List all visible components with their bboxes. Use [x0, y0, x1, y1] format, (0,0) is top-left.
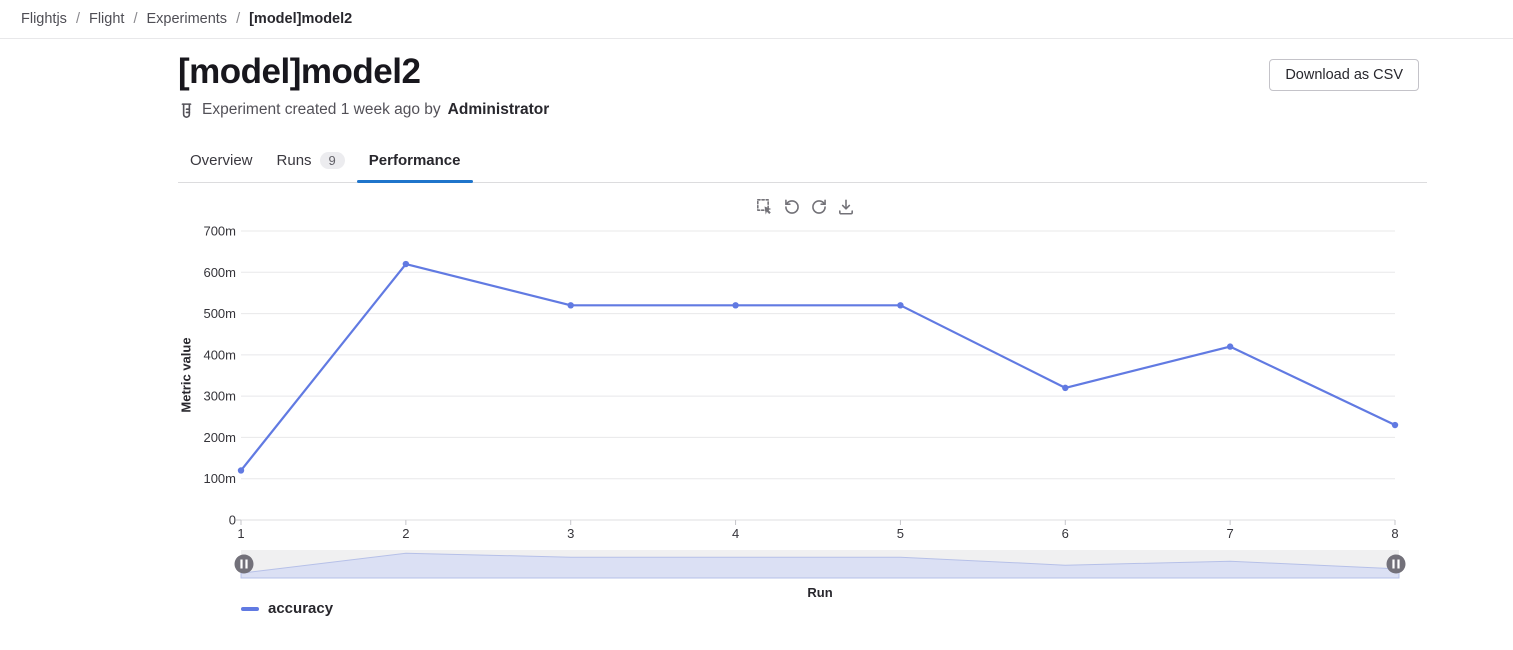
undo-icon[interactable] — [782, 197, 802, 217]
svg-text:4: 4 — [732, 526, 739, 541]
datazoom-handle-right[interactable] — [1386, 554, 1406, 574]
test-tube-icon — [178, 102, 195, 119]
legend-series-label: accuracy — [268, 600, 334, 617]
data-point[interactable] — [897, 302, 904, 309]
data-point[interactable] — [1062, 384, 1069, 392]
svg-text:200m: 200m — [203, 430, 236, 445]
data-point[interactable] — [237, 467, 245, 474]
experiment-author: Administrator — [447, 101, 550, 118]
breadcrumb-item-experiments[interactable]: Experiments — [146, 11, 228, 27]
experiment-meta-text: Experiment created 1 week ago by — [202, 101, 441, 118]
x-axis-title: Run — [807, 585, 833, 600]
breadcrumb-item-project[interactable]: Flight — [88, 11, 125, 27]
svg-text:1: 1 — [237, 526, 244, 541]
breadcrumb-item-group[interactable]: Flightjs — [21, 11, 67, 27]
svg-text:700m: 700m — [203, 224, 236, 239]
line-chart-canvas[interactable]: 700m 600m 500m 400m 300m 200m 100m 01 2 3 4 5 6 7 8 — [0, 188, 1513, 650]
data-point[interactable] — [1226, 343, 1234, 350]
data-point[interactable] — [1391, 421, 1399, 429]
svg-text:400m: 400m — [203, 347, 236, 362]
redo-icon[interactable] — [809, 197, 829, 217]
tab-runs[interactable]: Runs 9 — [265, 142, 357, 182]
y-axis-title: Metric value — [178, 337, 194, 413]
breadcrumb-item-current[interactable]: [model]model2 — [249, 11, 353, 27]
breadcrumb-separator: / — [236, 11, 241, 27]
svg-text:2: 2 — [402, 526, 409, 541]
breadcrumb: Flightjs / Flight / Experiments / [model… — [0, 0, 1513, 39]
download-icon[interactable] — [836, 197, 856, 217]
breadcrumb-separator: / — [133, 11, 138, 27]
datazoom-minimap[interactable] — [240, 552, 1400, 579]
svg-text:3: 3 — [567, 526, 574, 541]
page-title: [model]model2 — [178, 52, 421, 91]
experiment-meta: Experiment created 1 week ago by Adminis… — [178, 101, 1427, 119]
data-point[interactable] — [402, 260, 410, 268]
svg-text:0: 0 — [229, 513, 236, 528]
data-point[interactable] — [567, 302, 574, 309]
svg-text:600m: 600m — [203, 265, 236, 280]
tab-performance[interactable]: Performance — [356, 142, 473, 183]
chart-toolbar — [755, 197, 856, 217]
tab-overview[interactable]: Overview — [190, 152, 253, 169]
marquee-selection-icon[interactable] — [755, 197, 775, 217]
svg-text:100m: 100m — [203, 471, 236, 486]
svg-text:8: 8 — [1391, 526, 1398, 541]
svg-text:5: 5 — [897, 526, 904, 541]
experiment-tabs: Overview Runs 9 Performance — [178, 142, 1427, 183]
svg-text:7: 7 — [1227, 526, 1234, 541]
svg-text:300m: 300m — [203, 389, 236, 404]
series-line-accuracy[interactable] — [240, 262, 1396, 472]
runs-count-badge: 9 — [319, 152, 345, 169]
svg-text:500m: 500m — [203, 306, 236, 321]
svg-text:6: 6 — [1062, 526, 1069, 541]
download-csv-button[interactable]: Download as CSV — [1269, 59, 1419, 91]
chart-legend[interactable]: accuracy — [241, 600, 333, 617]
breadcrumb-separator: / — [75, 11, 80, 27]
datazoom-handle-left[interactable] — [234, 554, 254, 574]
legend-line-swatch — [241, 606, 259, 611]
data-point[interactable] — [732, 302, 739, 309]
performance-chart: 700m 600m 500m 400m 300m 200m 100m 0 1 2 3 4 5 6 7 8 Me… — [0, 188, 1513, 650]
